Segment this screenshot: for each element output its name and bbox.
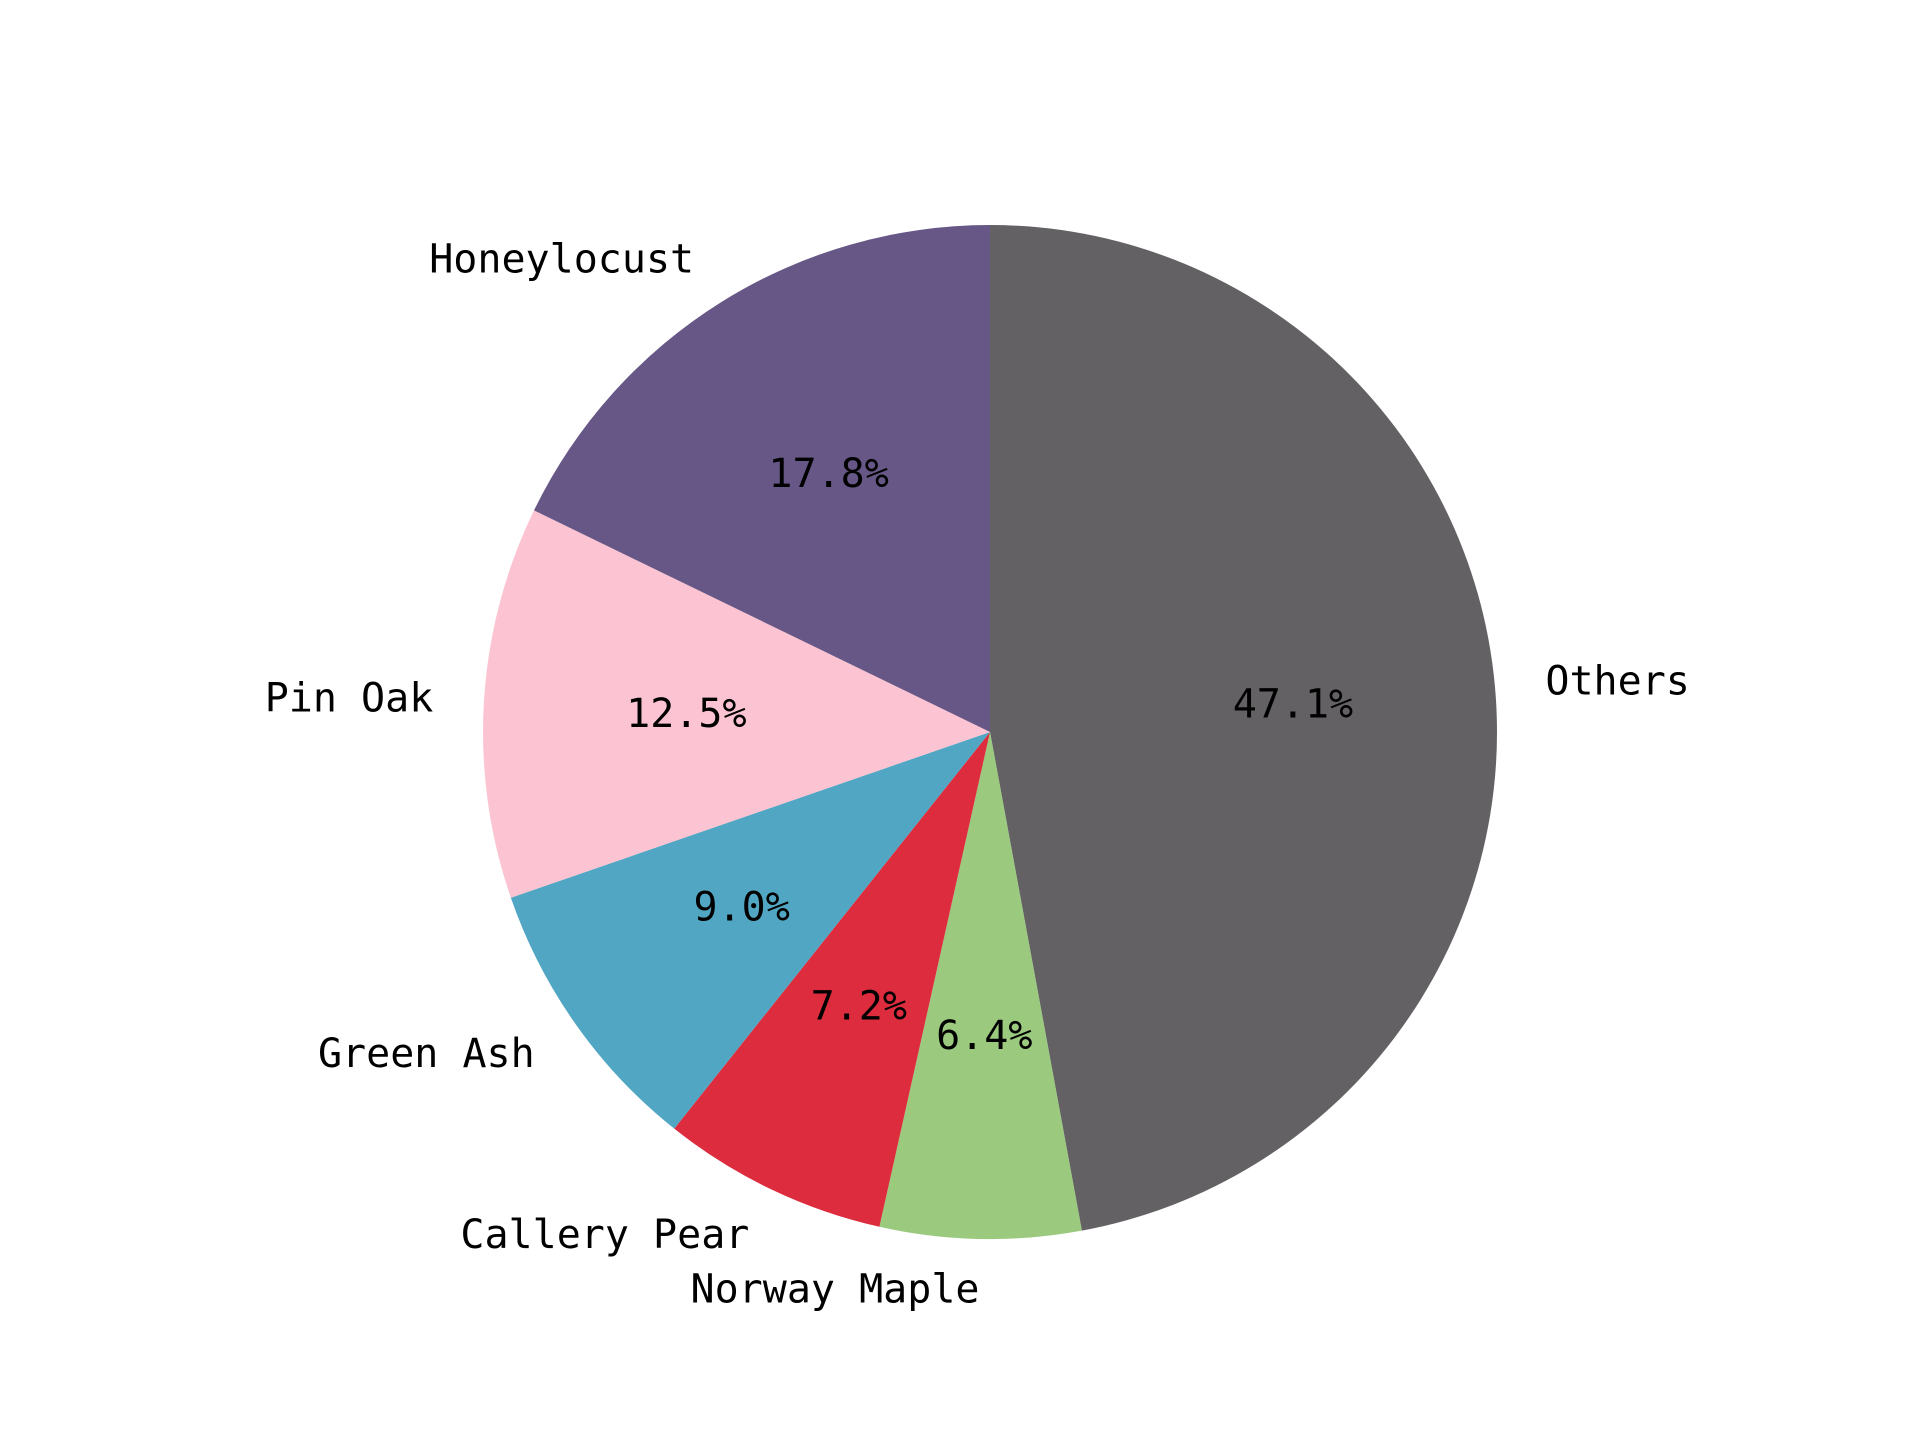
pct-label-norway-maple: 6.4%: [936, 1013, 1032, 1059]
category-label-green-ash: Green Ash: [318, 1031, 535, 1077]
pie-slice-callery-pear: [674, 732, 990, 1227]
pie-slice-norway-maple: [879, 732, 1082, 1239]
category-label-pin-oak: Pin Oak: [265, 676, 434, 722]
pct-label-others: 47.1%: [1233, 681, 1353, 727]
pct-label-callery-pear: 7.2%: [811, 983, 907, 1029]
pie-labels: 47.1% Others 6.4% Norway Maple 7.2% Callery P…: [265, 236, 1690, 1312]
pct-label-honeylocust: 17.8%: [768, 451, 888, 497]
category-label-norway-maple: Norway Maple: [691, 1267, 980, 1313]
pie-slice-green-ash: [510, 732, 990, 1129]
pie-slice-others: [990, 225, 1498, 1231]
pie-slice-honeylocust: [534, 225, 990, 732]
pie-slices: [483, 225, 1498, 1239]
category-label-honeylocust: Honeylocust: [429, 236, 694, 282]
pie-slice-pin-oak: [483, 510, 990, 898]
category-label-others: Others: [1545, 658, 1690, 704]
pct-label-green-ash: 9.0%: [694, 885, 790, 931]
category-label-callery-pear: Callery Pear: [460, 1212, 749, 1258]
pct-label-pin-oak: 12.5%: [626, 691, 746, 737]
